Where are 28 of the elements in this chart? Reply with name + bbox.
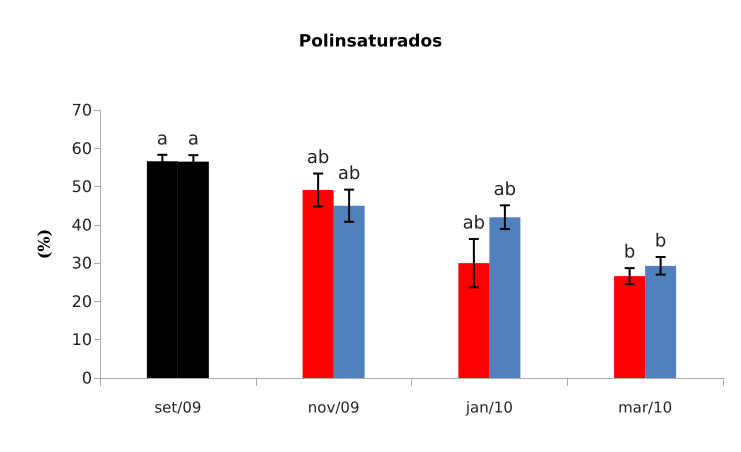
bar [334, 206, 365, 378]
bar [489, 217, 520, 378]
y-axis-title: (%) [34, 228, 54, 260]
y-tick-label: 0 [82, 368, 92, 388]
y-tick-label: 50 [72, 177, 92, 196]
y-tick-label: 30 [72, 254, 92, 273]
bar [302, 190, 334, 378]
annotation: a [156, 128, 168, 150]
annotation: ab [462, 212, 486, 234]
annotation: b [654, 230, 666, 252]
y-tick-label: 10 [72, 330, 92, 350]
bar [458, 263, 490, 378]
x-tick-label: mar/10 [618, 398, 672, 416]
x-tick-label: set/09 [154, 398, 202, 416]
annotation: a [188, 128, 199, 150]
x-tick-label: jan/10 [464, 398, 513, 416]
annotation: ab [306, 147, 330, 168]
annotation: ab [338, 163, 360, 184]
chart-title: Polinsaturados [298, 32, 442, 52]
y-tick-label: 70 [72, 100, 92, 120]
y-tick-label: 40 [72, 215, 92, 234]
y-tick-label: 20 [72, 292, 92, 311]
bar [614, 276, 646, 378]
annotation: ab [494, 178, 516, 200]
bar [645, 266, 676, 378]
y-tick-label: 60 [72, 138, 92, 158]
annotation: b [624, 242, 636, 263]
x-tick-label: nov/09 [308, 398, 360, 416]
